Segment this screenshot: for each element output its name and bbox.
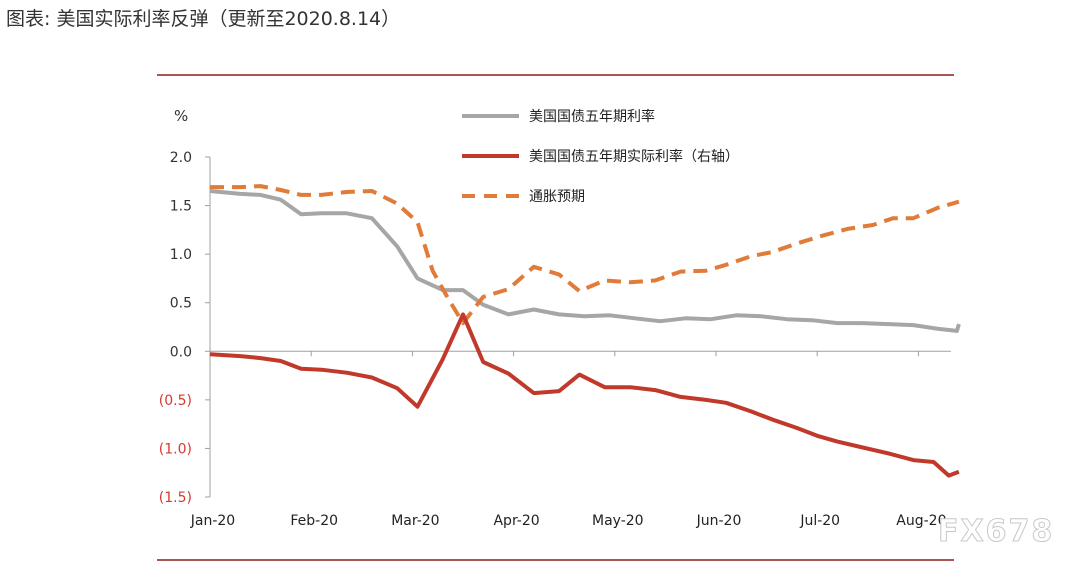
y-tick-label: (1.0)	[159, 441, 192, 457]
x-tick-label: Apr-20	[493, 513, 539, 529]
x-tick-label: Jan-20	[190, 513, 235, 529]
y-tick-label: (0.5)	[159, 393, 192, 409]
watermark: FX678	[937, 514, 1055, 550]
x-tick-label: Feb-20	[290, 513, 338, 529]
x-tick-label: Mar-20	[391, 513, 439, 529]
legend-label-1: 美国国债五年期实际利率（右轴）	[529, 148, 739, 165]
x-tick-label: Aug-20	[896, 513, 946, 529]
series-line-1	[209, 312, 960, 478]
y-tick-label: 0.5	[170, 296, 192, 312]
series-line-2	[210, 184, 960, 326]
y-axis: 2.0 1.5 1.0 0.5 0.0 (0.5) (1.0) (1.5)	[159, 150, 211, 506]
y-tick-label: 1.0	[170, 247, 192, 263]
x-axis: Jan-20 Feb-20 Mar-20 Apr-20 May-20 Jun-20 Jul-…	[190, 350, 951, 529]
y-tick-label: 1.5	[170, 199, 192, 215]
x-tick-label: Jun-20	[696, 513, 742, 529]
x-tick-label: May-20	[592, 513, 644, 529]
y-tick-label: 2.0	[170, 150, 192, 166]
y-unit-label: %	[174, 107, 188, 125]
y-tick-label: 0.0	[170, 344, 192, 360]
x-tick-label: Jul-20	[799, 513, 840, 529]
page-title: 图表: 美国实际利率反弹（更新至2020.8.14）	[6, 8, 401, 30]
legend-label-0: 美国国债五年期利率	[529, 108, 655, 125]
legend-label-2: 通胀预期	[529, 189, 585, 205]
series-line-0	[209, 189, 961, 333]
y-tick-label: (1.5)	[159, 490, 192, 506]
series-layer	[209, 184, 961, 478]
